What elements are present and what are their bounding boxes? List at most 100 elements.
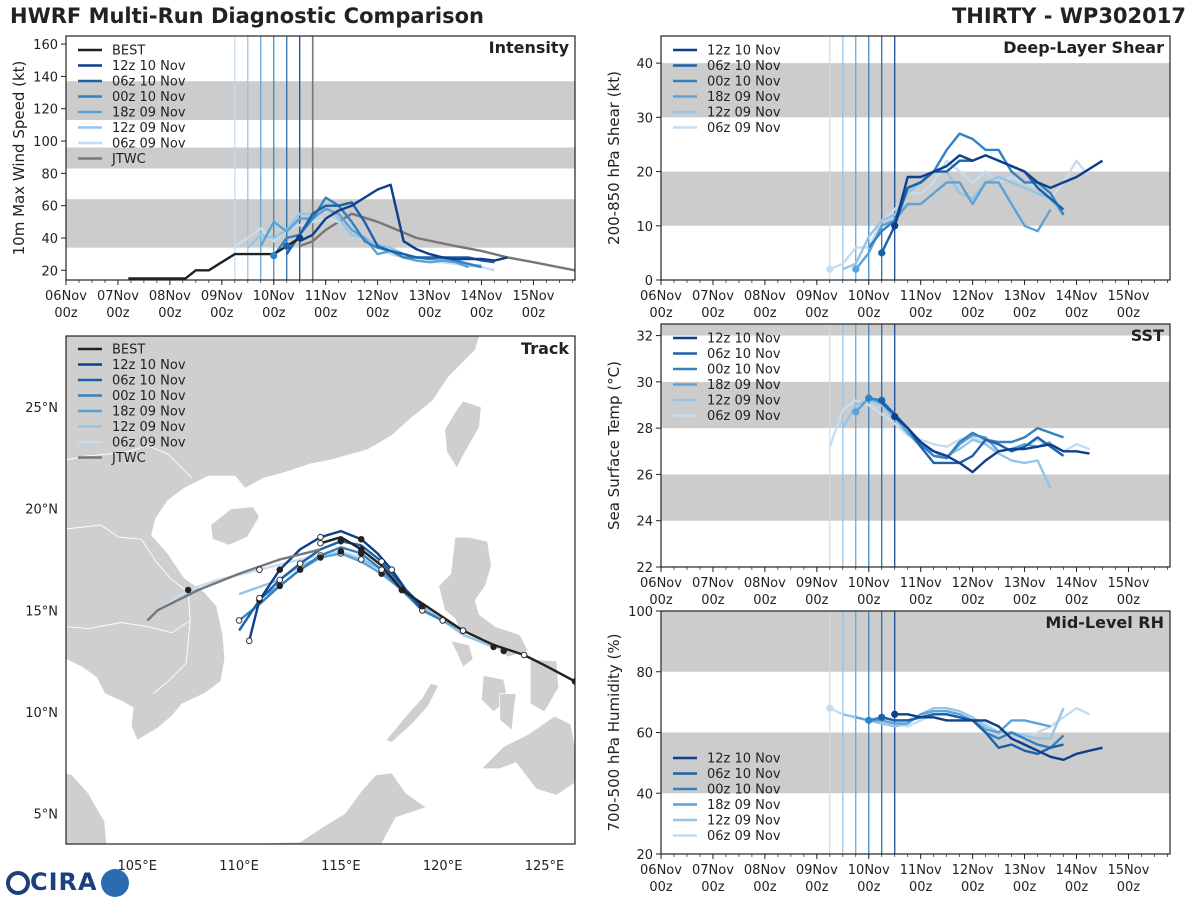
track-legend-label: 18z 09 Nov — [112, 405, 186, 420]
track-fix-best — [571, 678, 575, 685]
rh-legend-label: 00z 10 Nov — [707, 783, 781, 798]
rh-xtick-label-day: 13Nov — [1004, 863, 1046, 878]
track-legend-label: JTWC — [111, 451, 146, 466]
track-fix-00z-10-nov — [235, 617, 243, 624]
rh-legend-label: 12z 09 Nov — [707, 814, 781, 829]
intensity-xtick-label-hour: 00z — [522, 306, 546, 321]
intensity-init-marker-00z-10-nov — [270, 252, 278, 260]
intensity-xtick-label-day: 08Nov — [149, 289, 191, 304]
palawan-land — [385, 683, 440, 743]
track-fix-06z-09-nov — [184, 586, 192, 594]
luzon-land — [438, 536, 529, 658]
intensity-xtick-label-hour: 00z — [210, 306, 234, 321]
rh-xtick-label-day: 08Nov — [744, 863, 786, 878]
track-fix-12z-09-nov — [398, 586, 406, 594]
sst-init-marker-00z-10-nov — [865, 394, 873, 402]
intensity-xtick-label-hour: 00z — [366, 306, 390, 321]
track-legend-label: 12z 10 Nov — [112, 358, 186, 373]
intensity-ytick-label: 20 — [41, 264, 58, 279]
rh-xtick-label-day: 12Nov — [952, 863, 994, 878]
intensity-xtick-label-day: 15Nov — [512, 289, 554, 304]
rh-title: Mid-Level RH — [1045, 613, 1164, 632]
track-series-18z-09-nov — [258, 552, 464, 632]
intensity-xtick-label-day: 13Nov — [409, 289, 451, 304]
track-series-06z-10-nov — [238, 540, 424, 632]
sst-legend-label: 06z 10 Nov — [707, 347, 781, 362]
track-series-00z-10-nov — [238, 546, 444, 622]
rh-xtick-label-day: 06Nov — [640, 863, 682, 878]
rh-series-18z-09-nov — [855, 710, 1051, 734]
track-lon-label: 120°E — [423, 859, 463, 874]
track-fix-12z-09-nov — [317, 554, 324, 561]
rh-ytick-label: 80 — [636, 666, 653, 681]
shear-xtick-label-day: 15Nov — [1107, 289, 1149, 304]
sst-legend-label: 12z 09 Nov — [707, 394, 781, 409]
sst-band-2 — [661, 324, 1170, 336]
shear-ytick-label: 10 — [636, 220, 653, 235]
shear-legend-label: 18z 09 Nov — [707, 90, 781, 105]
track-panel: 105°E 110°E 115°E 120°E 125°E 5°N 10°N 15°N 20°N… — [25, 335, 576, 874]
malay-peninsula-land — [66, 772, 108, 844]
rh-xtick-label-day: 14Nov — [1056, 863, 1098, 878]
rh-xtick-label-day: 07Nov — [692, 863, 734, 878]
rh-band-0 — [661, 732, 1170, 794]
rh-xtick-label-day: 11Nov — [900, 863, 942, 878]
shear-xtick-label-day: 13Nov — [1004, 289, 1046, 304]
track-fix-06z-09-nov — [459, 627, 467, 634]
track-lat-label: 15°N — [25, 604, 58, 619]
intensity-legend-label: 12z 09 Nov — [112, 121, 186, 136]
shear-plot-area — [661, 36, 1170, 280]
rh-init-marker-06z-09-nov — [826, 704, 834, 712]
sst-ytick-label: 26 — [636, 468, 653, 483]
shear-legend-label: 12z 09 Nov — [707, 106, 781, 121]
track-fix-06z-09-nov — [500, 647, 507, 655]
sst-band-0 — [661, 474, 1170, 521]
sst-xtick-label-hour: 00z — [857, 593, 881, 608]
track-fix-00z-10-nov — [357, 550, 365, 557]
sst-xtick-label-day: 08Nov — [744, 576, 786, 591]
mindanao-land — [480, 715, 575, 796]
rh-xtick-label-hour: 00z — [649, 880, 673, 895]
rh-xtick-label-hour: 00z — [961, 880, 985, 895]
track-frame — [65, 335, 576, 845]
track-lon-label: 110°E — [219, 859, 259, 874]
track-fix-06z-10-nov — [378, 558, 385, 565]
sst-ytick-label: 30 — [636, 376, 653, 391]
intensity-xtick-label-day: 10Nov — [253, 289, 295, 304]
track-series-jtwc — [146, 548, 321, 622]
sst-xtick-label-hour: 00z — [1013, 593, 1037, 608]
track-fix-best — [520, 651, 528, 659]
sst-init-marker-06z-10-nov — [878, 396, 886, 404]
shear-init-marker-18z-09-nov — [852, 265, 860, 273]
track-legend-label: 12z 09 Nov — [112, 420, 186, 435]
cira-logo-ring-icon — [6, 871, 30, 895]
sst-xtick-label-hour: 00z — [909, 593, 933, 608]
rh-xtick-label-hour: 00z — [1065, 880, 1089, 895]
intensity-ytick-label: 60 — [41, 200, 58, 215]
shear-title: Deep-Layer Shear — [1003, 38, 1164, 57]
intensity-xtick-label-day: 06Nov — [45, 289, 87, 304]
rh-legend-label: 18z 09 Nov — [707, 798, 781, 813]
cira-logo-globe-icon — [100, 869, 129, 897]
intensity-panel: 06Nov 00z 07Nov 00z 08Nov 00z 09Nov 00z 10Nov 00z… — [10, 35, 576, 321]
shear-xtick-label-hour: 00z — [649, 306, 673, 321]
shear-xtick-label-day: 14Nov — [1056, 289, 1098, 304]
intensity-title: Intensity — [489, 38, 570, 57]
sst-xtick-label-day: 14Nov — [1056, 576, 1098, 591]
intensity-ytick-label: 120 — [33, 103, 58, 118]
intensity-legend-label: 06z 10 Nov — [112, 75, 186, 90]
track-lat-label: 10°N — [25, 706, 58, 721]
sst-xtick-label-hour: 00z — [753, 593, 777, 608]
rh-xtick-label-day: 15Nov — [1107, 863, 1149, 878]
sst-frame — [660, 323, 1171, 568]
intensity-band-2 — [66, 81, 575, 121]
shear-legend-label: 00z 10 Nov — [707, 75, 781, 90]
rh-xtick-label-hour: 00z — [805, 880, 829, 895]
sst-ylabel: Sea Surface Temp (°C) — [605, 361, 623, 530]
intensity-series-18z-09-nov — [259, 207, 469, 269]
sst-xtick-label-hour: 00z — [1117, 593, 1141, 608]
shear-xtick-label-hour: 00z — [701, 306, 725, 321]
intensity-legend-label: JTWC — [111, 152, 146, 167]
laos-cambodia-border — [66, 620, 191, 634]
shear-ytick-label: 40 — [636, 57, 653, 72]
